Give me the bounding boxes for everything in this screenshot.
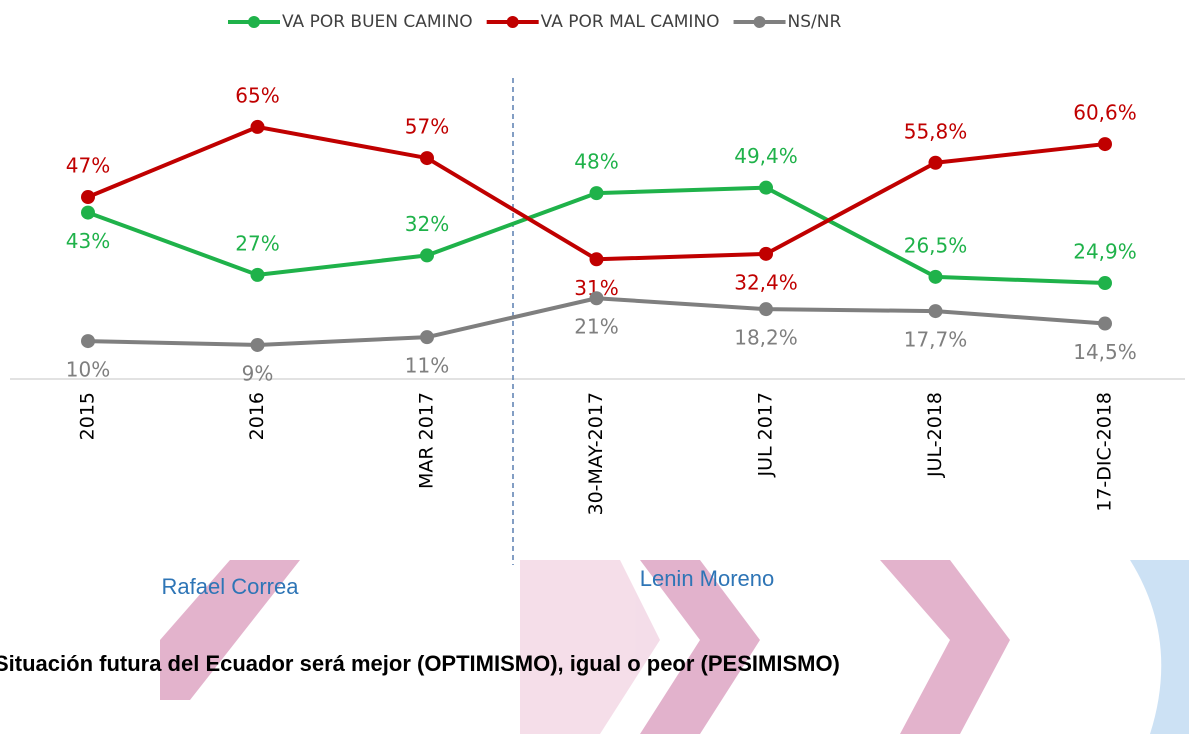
- data-label: 32%: [405, 212, 449, 236]
- x-tick-label: JUL-2018: [924, 392, 946, 478]
- data-point: [420, 330, 434, 344]
- data-label: 27%: [235, 231, 279, 255]
- x-tick-label: 30-MAY-2017: [585, 392, 607, 516]
- data-label: 18,2%: [734, 326, 798, 350]
- x-tick-label: JUL 2017: [755, 392, 777, 478]
- data-point: [759, 247, 773, 261]
- data-point: [420, 248, 434, 262]
- x-tick-label: MAR 2017: [416, 392, 438, 489]
- data-point: [590, 291, 604, 305]
- data-point: [929, 270, 943, 284]
- data-point: [251, 338, 265, 352]
- data-label: 47%: [66, 154, 110, 178]
- data-label: 55,8%: [904, 119, 968, 143]
- data-label: 57%: [405, 115, 449, 139]
- legend-marker: [754, 16, 766, 28]
- legend-label: NS/NR: [788, 12, 842, 32]
- data-label: 65%: [235, 83, 279, 107]
- data-point: [929, 304, 943, 318]
- footer-title: Situación futura del Ecuador será mejor …: [0, 651, 840, 676]
- data-label: 14,5%: [1073, 340, 1137, 364]
- legend-marker: [507, 16, 519, 28]
- data-point: [81, 206, 95, 220]
- data-point: [590, 252, 604, 266]
- data-point: [251, 120, 265, 134]
- x-tick-label: 2015: [77, 392, 99, 440]
- legend-marker: [248, 16, 260, 28]
- legend: VA POR BUEN CAMINO VA POR MAL CAMINO NS/NR: [228, 12, 841, 32]
- data-label: 43%: [66, 229, 110, 253]
- data-label: 17,7%: [904, 328, 968, 352]
- data-label: 32,4%: [734, 270, 798, 294]
- legend-label: VA POR BUEN CAMINO: [282, 12, 473, 32]
- data-point: [590, 186, 604, 200]
- data-point: [759, 302, 773, 316]
- data-label: 9%: [242, 361, 274, 385]
- chart: Rafael Correa Lenin Moreno Situación fut…: [0, 0, 1189, 734]
- data-label: 24,9%: [1073, 240, 1137, 264]
- data-point: [1098, 317, 1112, 331]
- data-point: [81, 190, 95, 204]
- data-point: [1098, 276, 1112, 290]
- x-tick-label: 2016: [246, 392, 268, 440]
- data-point: [81, 334, 95, 348]
- data-label: 10%: [66, 358, 110, 382]
- legend-label: VA POR MAL CAMINO: [541, 12, 720, 32]
- data-label: 11%: [405, 354, 449, 378]
- data-point: [420, 151, 434, 165]
- data-point: [251, 268, 265, 282]
- data-label: 21%: [574, 315, 618, 339]
- data-label: 48%: [574, 150, 618, 174]
- data-point: [929, 156, 943, 170]
- data-label: 26,5%: [904, 233, 968, 257]
- data-label: 49,4%: [734, 144, 798, 168]
- annotation: Lenin Moreno: [640, 566, 775, 591]
- data-point: [759, 181, 773, 195]
- x-tick-label: 17-DIC-2018: [1094, 392, 1116, 512]
- data-label: 60,6%: [1073, 101, 1137, 125]
- annotation: Rafael Correa: [162, 574, 300, 599]
- data-point: [1098, 137, 1112, 151]
